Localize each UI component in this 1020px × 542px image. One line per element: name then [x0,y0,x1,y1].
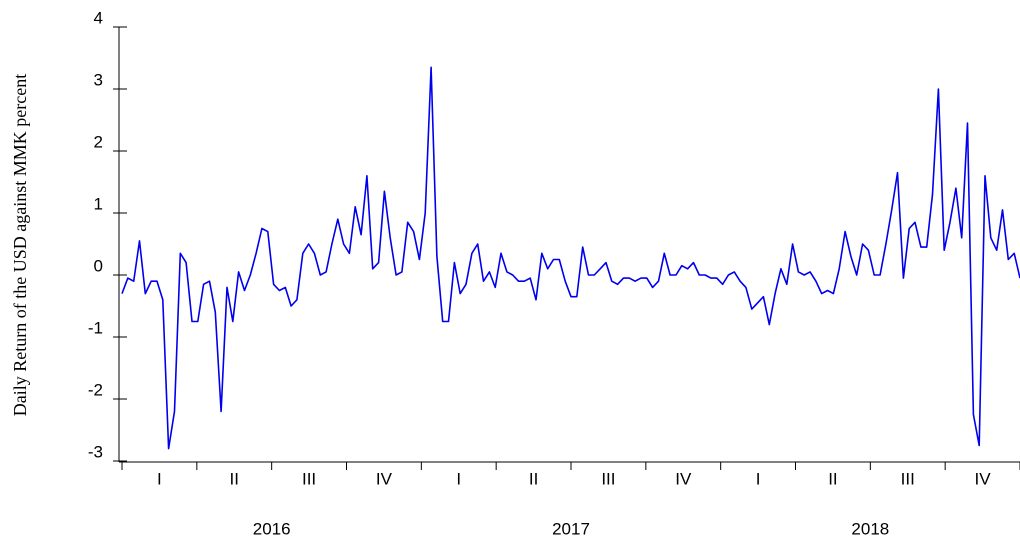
y-axis-label: Daily Return of the USD against MMK perc… [10,74,30,416]
x-tick-label: III [302,469,316,488]
x-tick-label: IV [975,469,992,488]
year-label: 2016 [253,519,291,538]
x-tick-label: I [157,469,162,488]
y-tick-label: 2 [94,132,103,151]
x-tick-label: III [601,469,615,488]
x-tick-label: II [529,469,538,488]
x-tick-label: I [756,469,761,488]
y-tick-label: -2 [88,380,103,399]
year-label: 2018 [851,519,889,538]
y-tick-label: 3 [94,70,103,89]
x-tick-label: IV [376,469,393,488]
x-tick-label: II [828,469,837,488]
line [121,66,1020,450]
y-tick-label: 1 [94,194,103,213]
y-tick-label: 4 [94,8,103,27]
y-tick-label: -1 [88,318,103,337]
y-tick-label: -3 [88,442,103,461]
x-tick-label: I [456,469,461,488]
x-tick-label: IV [675,469,692,488]
y-tick-label: 0 [94,256,103,275]
x-tick-label: II [230,469,239,488]
year-label: 2017 [552,519,590,538]
x-tick-label: III [901,469,915,488]
